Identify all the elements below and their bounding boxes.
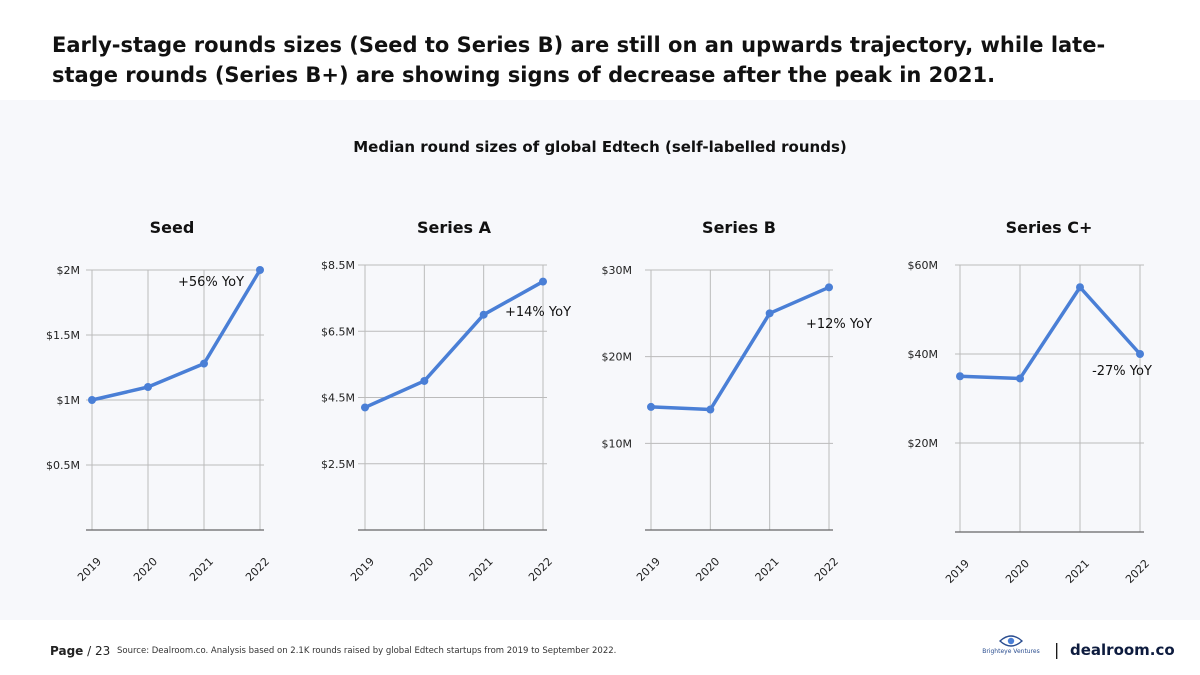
- chart-3-x-tick-label: 2021: [753, 555, 782, 584]
- chart-2-y-tick-label: $8.5M: [321, 259, 355, 272]
- chart-3-data-point: [825, 283, 833, 292]
- chart-4-y-tick-label: $60M: [908, 259, 939, 272]
- chart-1-y-tick-label: $1M: [57, 394, 81, 407]
- chart-1-x-tick-label: 2021: [187, 555, 216, 584]
- eye-icon: [999, 635, 1023, 647]
- chart-1-y-tick-label: $2M: [57, 264, 81, 277]
- chart-4-series-line: [958, 285, 1142, 381]
- chart-3-y-tick-label: $30M: [602, 264, 633, 277]
- dealroom-logo: dealroom.co: [1070, 641, 1175, 659]
- source-note: Source: Dealroom.co. Analysis based on 2…: [117, 646, 617, 656]
- chart-2-x-tick-label: 2021: [467, 555, 496, 584]
- page-indicator: Page / 23: [50, 644, 110, 658]
- chart-4-annotation: -27% YoY: [1092, 364, 1152, 379]
- chart-2-y-tick-label: $6.5M: [321, 325, 355, 338]
- chart-1-title: Seed: [150, 218, 195, 237]
- chart-4-x-tick-label: 2021: [1063, 557, 1092, 586]
- chart-2-x-tick-label: 2022: [526, 555, 555, 584]
- chart-4-title: Series C+: [1006, 218, 1093, 237]
- chart-3-data-point: [706, 405, 715, 414]
- chart-2-data-point: [539, 277, 547, 286]
- chart-2-annotation: +14% YoY: [505, 305, 571, 320]
- chart-1-x-tick-label: 2020: [131, 555, 160, 584]
- page-number: / 23: [87, 644, 111, 658]
- headline: Early-stage rounds sizes (Seed to Series…: [52, 33, 1106, 87]
- chart-2-y-tick-label: $2.5M: [321, 458, 355, 471]
- chart-3-x-tick-label: 2020: [693, 555, 722, 584]
- chart-4-data-point: [1016, 374, 1024, 383]
- chart-1-series-line: [90, 268, 262, 402]
- chart-panel: [0, 100, 1200, 620]
- chart-2-data-point: [479, 310, 488, 319]
- page-label: Page: [50, 644, 84, 658]
- logo-separator: |: [1054, 640, 1060, 659]
- chart-2-x-tick-label: 2019: [348, 555, 377, 584]
- chart-2-series-line: [363, 279, 545, 410]
- chart-main-title: Median round sizes of global Edtech (sel…: [353, 138, 847, 156]
- brighteye-logo-text: Brighteye Ventures: [982, 648, 1040, 655]
- chart-4-x-tick-label: 2022: [1123, 557, 1152, 586]
- chart-3-data-point: [765, 309, 774, 318]
- chart-1-data-point: [88, 396, 96, 404]
- chart-2-data-point: [420, 376, 429, 385]
- chart-2-x-tick-label: 2020: [407, 555, 436, 584]
- chart-1-y-tick-label: $0.5M: [46, 459, 80, 472]
- chart-2-data-point: [361, 403, 369, 412]
- chart-2-title: Series A: [417, 218, 492, 237]
- chart-3-series-line: [649, 285, 831, 412]
- chart-1-data-point: [256, 266, 264, 274]
- chart-3-x-tick-label: 2022: [812, 555, 841, 584]
- chart-3-x-tick-label: 2019: [634, 555, 663, 584]
- chart-3-data-point: [647, 402, 655, 411]
- chart-1-annotation: +56% YoY: [178, 275, 244, 290]
- chart-2-y-tick-label: $4.5M: [321, 392, 355, 405]
- chart-1-x-tick-label: 2022: [243, 555, 272, 584]
- chart-3-y-tick-label: $20M: [602, 351, 633, 364]
- chart-3-annotation: +12% YoY: [806, 317, 872, 332]
- chart-3-title: Series B: [702, 218, 776, 237]
- chart-3-y-tick-label: $10M: [602, 437, 633, 450]
- chart-4-y-tick-label: $20M: [908, 437, 939, 450]
- chart-1-x-tick-label: 2019: [75, 555, 104, 584]
- chart-4-data-point: [1136, 350, 1144, 358]
- chart-1-y-tick-label: $1.5M: [46, 329, 80, 342]
- chart-4-data-point: [1076, 283, 1084, 292]
- chart-1-data-point: [144, 383, 152, 391]
- chart-4-x-tick-label: 2019: [943, 557, 972, 586]
- chart-4-x-tick-label: 2020: [1003, 557, 1032, 586]
- chart-4-y-tick-label: $40M: [908, 348, 939, 361]
- brighteye-logo: Brighteye Ventures: [980, 634, 1042, 664]
- chart-4-data-point: [956, 372, 964, 381]
- chart-1-data-point: [200, 359, 208, 368]
